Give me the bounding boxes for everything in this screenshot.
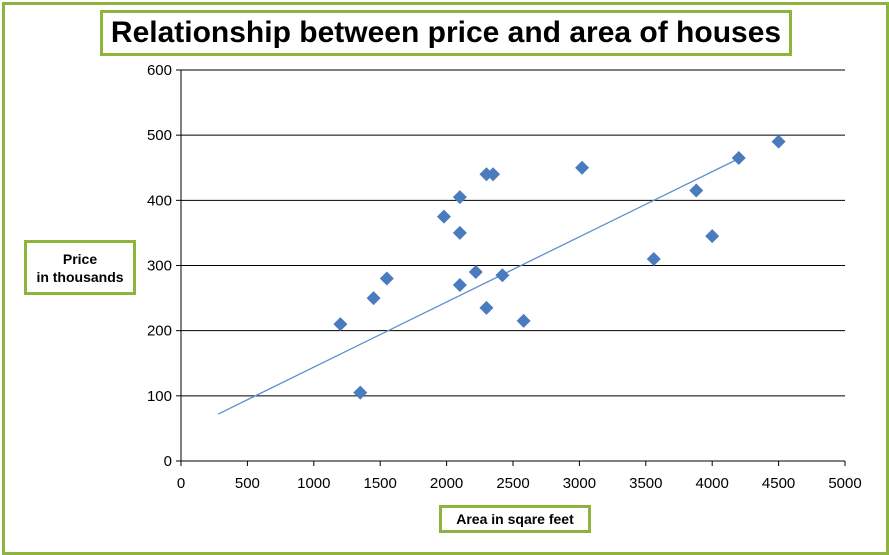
trendline (217, 158, 740, 415)
x-axis-label-text: Area in sqare feet (456, 511, 574, 527)
data-point (333, 317, 348, 332)
y-tick-label: 200 (147, 323, 172, 340)
data-point (436, 209, 451, 224)
y-tick-label: 300 (147, 258, 172, 275)
data-point (452, 278, 467, 293)
x-tick-label: 4000 (696, 475, 729, 492)
data-point (771, 134, 786, 149)
y-tick-label: 500 (147, 127, 172, 144)
y-tick-label: 0 (164, 453, 172, 470)
data-point (495, 268, 510, 283)
x-axis-label: Area in sqare feet (439, 505, 591, 533)
x-tick-label: 5000 (828, 475, 861, 492)
data-point (366, 291, 381, 306)
data-point (468, 265, 483, 280)
y-axis-label: Price in thousands (24, 240, 136, 295)
data-point (689, 183, 704, 198)
data-point (575, 160, 590, 175)
chart-title: Relationship between price and area of h… (100, 10, 792, 56)
data-point (705, 229, 720, 244)
y-tick-label: 400 (147, 192, 172, 209)
trendline-layer (217, 158, 740, 415)
x-tick-label: 1000 (297, 475, 330, 492)
data-point (479, 300, 494, 315)
data-points (333, 134, 786, 400)
y-tick-label: 600 (147, 62, 172, 79)
x-tick-labels: 0 500 1000 1500 2000 2500 3000 3500 4000 4500 5000 (177, 475, 862, 492)
x-tick-label: 0 (177, 475, 185, 492)
x-tick-label: 500 (235, 475, 260, 492)
x-tick-label: 4500 (762, 475, 795, 492)
x-tick-label: 2500 (496, 475, 529, 492)
chart-title-text: Relationship between price and area of h… (110, 16, 782, 49)
x-tick-label: 1500 (364, 475, 397, 492)
data-point (452, 225, 467, 240)
data-point (646, 251, 661, 266)
data-point (452, 190, 467, 205)
x-tick-label: 3000 (563, 475, 596, 492)
y-axis-label-line-2: in thousands (36, 268, 124, 285)
data-point (353, 385, 368, 400)
x-tick-label: 3500 (629, 475, 662, 492)
data-point (731, 150, 746, 165)
data-point (486, 167, 501, 182)
y-tick-labels: 0 100 200 300 400 500 600 (147, 62, 172, 470)
data-point (379, 271, 394, 286)
axes (176, 69, 846, 466)
x-tick-label: 2000 (430, 475, 463, 492)
data-point (516, 313, 531, 328)
y-axis-label-line-1: Price (62, 250, 98, 267)
grid-lines (181, 69, 845, 397)
y-tick-label: 100 (147, 388, 172, 405)
